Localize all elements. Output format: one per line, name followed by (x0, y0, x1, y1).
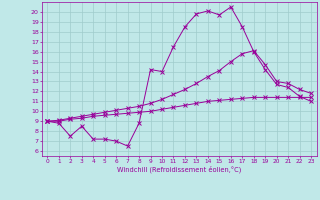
X-axis label: Windchill (Refroidissement éolien,°C): Windchill (Refroidissement éolien,°C) (117, 165, 241, 173)
